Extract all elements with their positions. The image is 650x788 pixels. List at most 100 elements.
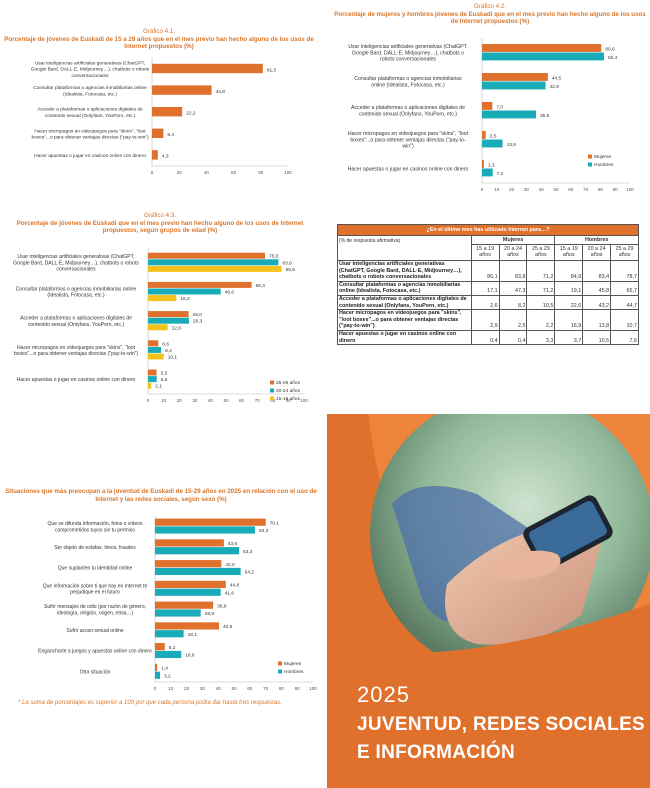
legend-label: 15-19 años: [276, 396, 301, 402]
legend-swatch: [588, 154, 592, 159]
bar: [482, 102, 493, 110]
x-tick-label: 40: [208, 398, 214, 403]
category-label: Que información sobre ti que hay en Inte…: [43, 583, 148, 595]
column-header: 15 a 19 años: [470, 243, 500, 262]
data-label: 80,6: [605, 46, 615, 52]
bar: [148, 288, 221, 295]
category-label: Engancharte a juegos y apuestas online c…: [38, 649, 152, 655]
bar: [148, 259, 279, 266]
data-label: 53,2: [243, 549, 253, 555]
table-cell: 2,5: [498, 309, 528, 331]
table-cell: 47,3: [498, 280, 528, 296]
table-title: ¿En el último mes has utilizado Internet…: [337, 224, 639, 236]
category-label: Hacer micropagos en videojuegos para "sk…: [348, 131, 469, 149]
x-tick-label: 100: [626, 187, 634, 192]
bar: [148, 317, 190, 324]
group-header-hombres: Hombres: [554, 235, 639, 245]
x-tick-label: 60: [231, 170, 237, 175]
data-label: 3,2: [164, 673, 171, 679]
data-label: 7,2: [497, 171, 504, 177]
chart-4-4: Situaciones que más preocupan a la juven…: [0, 482, 322, 702]
column-header: 20 a 24 años: [582, 243, 612, 262]
table-cell: 10,7: [610, 309, 639, 331]
chart-title-text: Situaciones que más preocupan a la juven…: [5, 488, 317, 503]
data-label: 26,3: [193, 319, 203, 325]
data-label: 70,1: [270, 520, 280, 526]
bar: [155, 622, 219, 630]
table-cell: 2,6: [470, 294, 500, 311]
bar: [155, 601, 214, 609]
table-cell: 65,7: [610, 280, 639, 296]
bar: [152, 128, 164, 138]
report-cover: 2025 JUVENTUD, REDES SOCIALES E INFORMAC…: [327, 414, 650, 788]
chart-number: Gráfico 4.3.: [144, 212, 176, 219]
table-cell: 10,5: [582, 329, 612, 346]
bar: [482, 52, 604, 61]
table-cell: 19,1: [554, 280, 584, 296]
bar: [155, 547, 240, 555]
bar: [152, 63, 263, 74]
chart-svg: 0 10 20 30 40 50 60 70 80 90 100 Usar inteligencias…: [348, 38, 634, 192]
chart-title-text: Porcentaje de jóvenes de Euskadi de 15 a…: [4, 35, 314, 51]
bar: [148, 353, 164, 360]
column-header: 15 a 19 años: [554, 243, 584, 262]
x-tick-label: 30: [200, 686, 206, 691]
bar: [482, 110, 537, 119]
category-label: Consultar plataformas o agencias inmobil…: [33, 85, 147, 97]
table-cell: 17,1: [470, 280, 500, 296]
x-tick-label: 0: [147, 398, 150, 403]
category-label: Acceder a plataformas o aplicaciones dig…: [351, 105, 465, 117]
data-label: 46,6: [225, 289, 235, 295]
table-cell: 86,1: [470, 260, 500, 282]
cover-title-line2: E INFORMACIÓN: [357, 742, 516, 763]
category-label: Consultar plataformas o agencias inmobil…: [354, 76, 462, 88]
chart-number: Gráfico 4.2.: [474, 3, 506, 10]
table-cell: 3,7: [554, 329, 584, 346]
table-cell: 10,5: [526, 294, 556, 311]
chart-number: Gráfico 4.1.: [143, 28, 175, 35]
x-tick-label: 80: [258, 170, 264, 175]
bar: [482, 139, 503, 148]
data-label: 4,3: [162, 154, 169, 160]
x-tick-label: 0: [151, 170, 154, 175]
legend-swatch: [278, 661, 282, 666]
row-label: Hacer micropagos en videojuegos para "sk…: [337, 309, 472, 331]
legend-label: Hombres: [284, 669, 304, 675]
x-tick-label: 30: [192, 398, 198, 403]
table-cell: 16,9: [554, 309, 584, 331]
table-cell: 8,2: [498, 294, 528, 311]
bar: [155, 663, 158, 672]
data-label: 1,3: [488, 162, 495, 168]
data-label: 13,9: [507, 142, 517, 148]
x-tick-label: 50: [231, 686, 237, 691]
data-label: 6,2: [169, 645, 176, 651]
bar: [155, 567, 241, 576]
table-cell: 83,4: [582, 260, 612, 282]
column-header: 25 a 29 años: [610, 243, 639, 262]
category-label: Sufrir acoso sexual online: [66, 628, 123, 634]
cover-photo: [327, 414, 650, 788]
data-label: 82,4: [608, 55, 618, 61]
data-label: 85,6: [286, 267, 296, 273]
table-cell: 78,7: [610, 260, 639, 282]
bar: [152, 150, 158, 160]
row-label: Usar inteligencias artificiales generati…: [337, 260, 472, 282]
chart-svg: 0 10 20 30 40 50 60 70 80 90 100 Que se difunda inf…: [38, 516, 317, 691]
x-tick-label: 20: [177, 170, 183, 175]
bar: [482, 168, 493, 177]
data-label: 75,0: [269, 254, 279, 260]
x-tick-label: 80: [279, 686, 285, 691]
bar: [482, 73, 548, 81]
cover-year: 2025: [357, 682, 410, 707]
legend-label: Hombres: [594, 162, 614, 168]
bar: [155, 526, 256, 534]
table-cell: 44,7: [610, 294, 639, 311]
row-label: Consultar plataformas o agencias inmobil…: [337, 280, 472, 296]
table-row: Consultar plataformas o agencias inmobil…: [337, 280, 639, 296]
data-label: 43,6: [228, 541, 238, 547]
data-label: 63,3: [259, 528, 269, 534]
legend-swatch: [278, 669, 282, 674]
data-label: 26,0: [193, 312, 203, 318]
x-tick-label: 10: [494, 187, 500, 192]
data-label: 54,2: [245, 570, 255, 576]
